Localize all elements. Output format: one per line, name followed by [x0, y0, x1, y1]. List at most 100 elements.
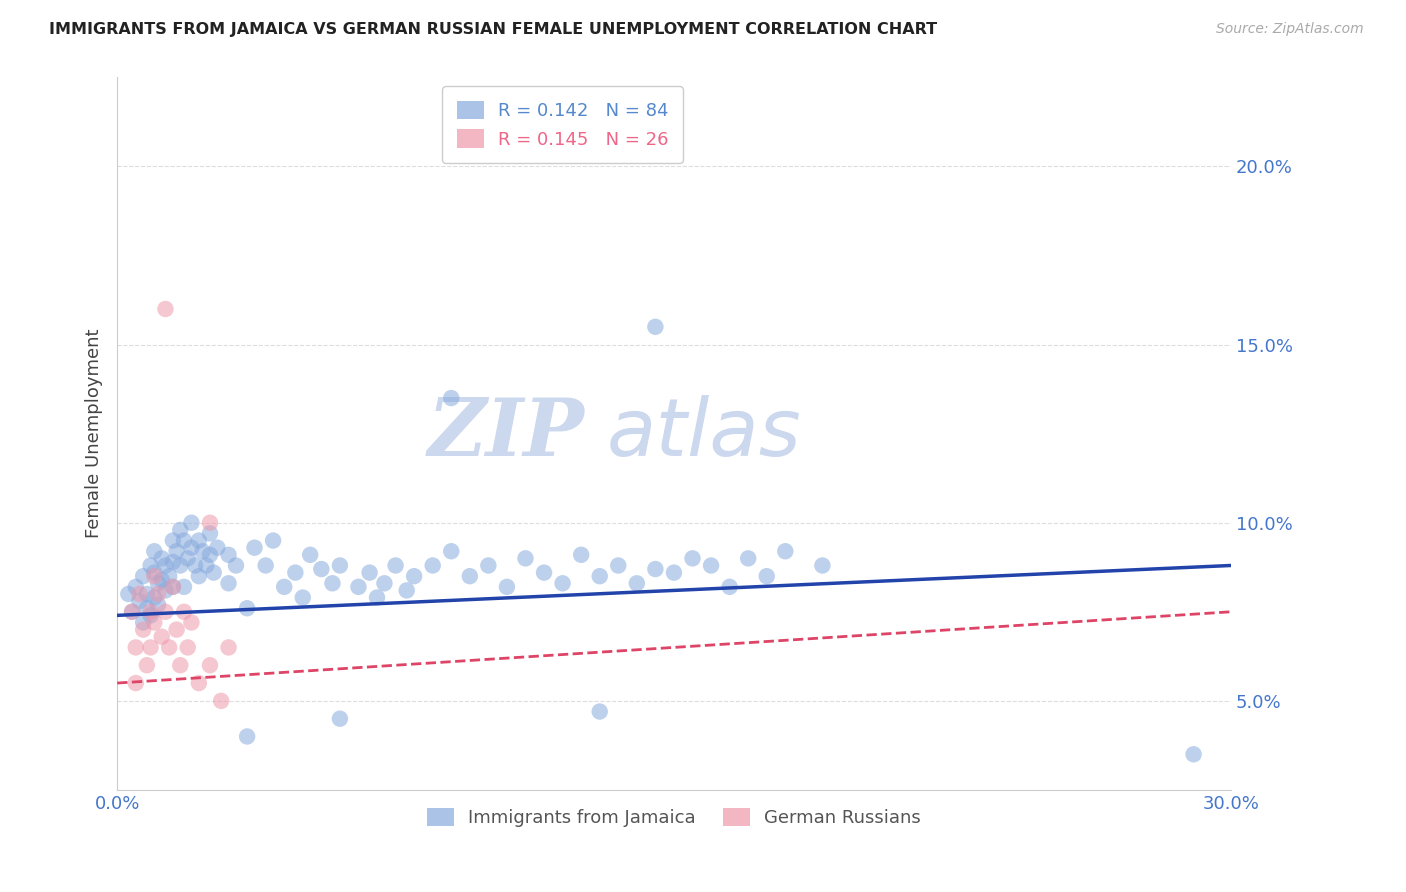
Point	[128, 594, 150, 608]
Point	[626, 576, 648, 591]
Point	[775, 544, 797, 558]
Point	[236, 601, 259, 615]
Point	[128, 587, 150, 601]
Point	[589, 569, 612, 583]
Point	[273, 580, 295, 594]
Point	[644, 319, 666, 334]
Point	[146, 598, 169, 612]
Point	[157, 640, 180, 655]
Point	[209, 694, 232, 708]
Point	[155, 583, 177, 598]
Point	[218, 548, 240, 562]
Point	[373, 576, 395, 591]
Point	[1182, 747, 1205, 762]
Point	[191, 544, 214, 558]
Point	[125, 640, 148, 655]
Point	[207, 541, 229, 555]
Point	[644, 562, 666, 576]
Point	[291, 591, 314, 605]
Point	[700, 558, 723, 573]
Point	[329, 558, 352, 573]
Point	[139, 558, 162, 573]
Point	[218, 576, 240, 591]
Point	[143, 566, 166, 580]
Point	[187, 533, 209, 548]
Point	[218, 640, 240, 655]
Point	[143, 569, 166, 583]
Point	[477, 558, 499, 573]
Point	[551, 576, 574, 591]
Point	[139, 605, 162, 619]
Point	[755, 569, 778, 583]
Point	[146, 576, 169, 591]
Point	[811, 558, 834, 573]
Point	[198, 548, 221, 562]
Point	[366, 591, 388, 605]
Point	[177, 640, 200, 655]
Legend: Immigrants from Jamaica, German Russians: Immigrants from Jamaica, German Russians	[419, 800, 928, 834]
Point	[143, 591, 166, 605]
Point	[166, 544, 188, 558]
Point	[395, 583, 418, 598]
Y-axis label: Female Unemployment: Female Unemployment	[86, 329, 103, 539]
Point	[139, 640, 162, 655]
Point	[173, 605, 195, 619]
Point	[404, 569, 426, 583]
Point	[135, 658, 157, 673]
Point	[169, 523, 191, 537]
Point	[198, 526, 221, 541]
Point	[607, 558, 630, 573]
Point	[236, 730, 259, 744]
Point	[155, 605, 177, 619]
Text: ZIP: ZIP	[427, 395, 585, 473]
Point	[180, 615, 202, 630]
Point	[718, 580, 741, 594]
Point	[299, 548, 322, 562]
Point	[262, 533, 284, 548]
Point	[157, 569, 180, 583]
Point	[155, 301, 177, 316]
Point	[132, 615, 155, 630]
Point	[662, 566, 685, 580]
Point	[180, 541, 202, 555]
Point	[135, 587, 157, 601]
Point	[162, 555, 184, 569]
Text: atlas: atlas	[607, 394, 801, 473]
Point	[132, 623, 155, 637]
Point	[169, 558, 191, 573]
Point	[533, 566, 555, 580]
Point	[150, 573, 173, 587]
Point	[143, 615, 166, 630]
Point	[284, 566, 307, 580]
Point	[496, 580, 519, 594]
Point	[135, 601, 157, 615]
Point	[187, 676, 209, 690]
Point	[117, 587, 139, 601]
Point	[139, 608, 162, 623]
Text: Source: ZipAtlas.com: Source: ZipAtlas.com	[1216, 22, 1364, 37]
Point	[150, 630, 173, 644]
Point	[195, 558, 218, 573]
Text: IMMIGRANTS FROM JAMAICA VS GERMAN RUSSIAN FEMALE UNEMPLOYMENT CORRELATION CHART: IMMIGRANTS FROM JAMAICA VS GERMAN RUSSIA…	[49, 22, 938, 37]
Point	[198, 658, 221, 673]
Point	[173, 533, 195, 548]
Point	[177, 551, 200, 566]
Point	[243, 541, 266, 555]
Point	[166, 623, 188, 637]
Point	[458, 569, 481, 583]
Point	[347, 580, 370, 594]
Point	[359, 566, 381, 580]
Point	[321, 576, 343, 591]
Point	[311, 562, 333, 576]
Point	[150, 551, 173, 566]
Point	[440, 391, 463, 405]
Point	[187, 569, 209, 583]
Point	[440, 544, 463, 558]
Point	[125, 676, 148, 690]
Point	[132, 569, 155, 583]
Point	[162, 580, 184, 594]
Point	[162, 533, 184, 548]
Point	[254, 558, 277, 573]
Point	[569, 548, 592, 562]
Point	[155, 558, 177, 573]
